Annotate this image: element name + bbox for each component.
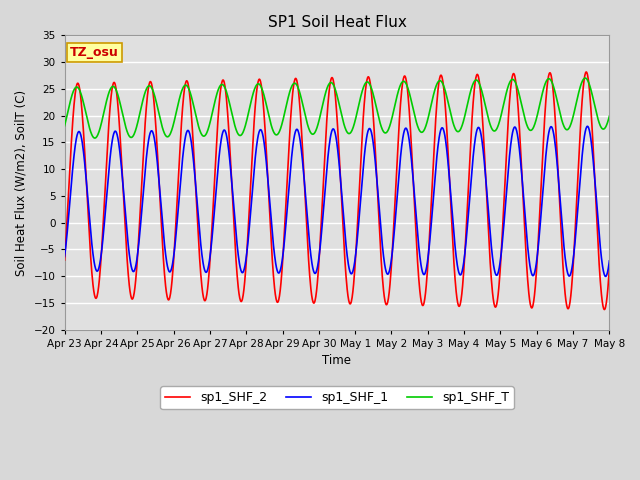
sp1_SHF_T <box>421 126 429 132</box>
sp1_SHF_T <box>511 78 518 84</box>
sp1_SHF_T <box>181 82 189 88</box>
sp1_SHF_1 <box>181 137 189 143</box>
sp1_SHF_1 <box>420 272 428 277</box>
sp1_SHF_1 <box>288 155 296 160</box>
sp1_SHF_2 <box>510 71 518 77</box>
Line: sp1_SHF_2: sp1_SHF_2 <box>65 72 609 310</box>
sp1_SHF_2 <box>288 102 296 108</box>
Legend: sp1_SHF_2, sp1_SHF_1, sp1_SHF_T: sp1_SHF_2, sp1_SHF_1, sp1_SHF_T <box>160 386 514 409</box>
sp1_SHF_T <box>605 113 613 119</box>
Title: SP1 Soil Heat Flux: SP1 Soil Heat Flux <box>268 15 406 30</box>
sp1_SHF_2 <box>605 265 613 271</box>
sp1_SHF_T <box>91 135 99 141</box>
sp1_SHF_1 <box>557 208 564 214</box>
sp1_SHF_T <box>581 75 589 81</box>
X-axis label: Time: Time <box>323 354 351 367</box>
sp1_SHF_1 <box>510 125 518 131</box>
sp1_SHF_1 <box>605 258 613 264</box>
Y-axis label: Soil Heat Flux (W/m2), SoilT (C): Soil Heat Flux (W/m2), SoilT (C) <box>15 89 28 276</box>
sp1_SHF_T <box>61 123 68 129</box>
sp1_SHF_2 <box>61 257 68 263</box>
sp1_SHF_1 <box>584 123 591 129</box>
Text: TZ_osu: TZ_osu <box>70 46 119 59</box>
sp1_SHF_2 <box>275 298 282 304</box>
sp1_SHF_2 <box>600 307 608 312</box>
sp1_SHF_2 <box>557 227 564 233</box>
sp1_SHF_1 <box>61 253 68 259</box>
sp1_SHF_1 <box>602 274 609 279</box>
sp1_SHF_T <box>275 130 282 136</box>
sp1_SHF_T <box>557 116 565 121</box>
sp1_SHF_2 <box>181 84 189 89</box>
Line: sp1_SHF_T: sp1_SHF_T <box>65 78 609 138</box>
sp1_SHF_2 <box>582 69 590 75</box>
Line: sp1_SHF_1: sp1_SHF_1 <box>65 126 609 276</box>
sp1_SHF_1 <box>275 270 282 276</box>
sp1_SHF_T <box>288 83 296 89</box>
sp1_SHF_2 <box>420 299 428 304</box>
